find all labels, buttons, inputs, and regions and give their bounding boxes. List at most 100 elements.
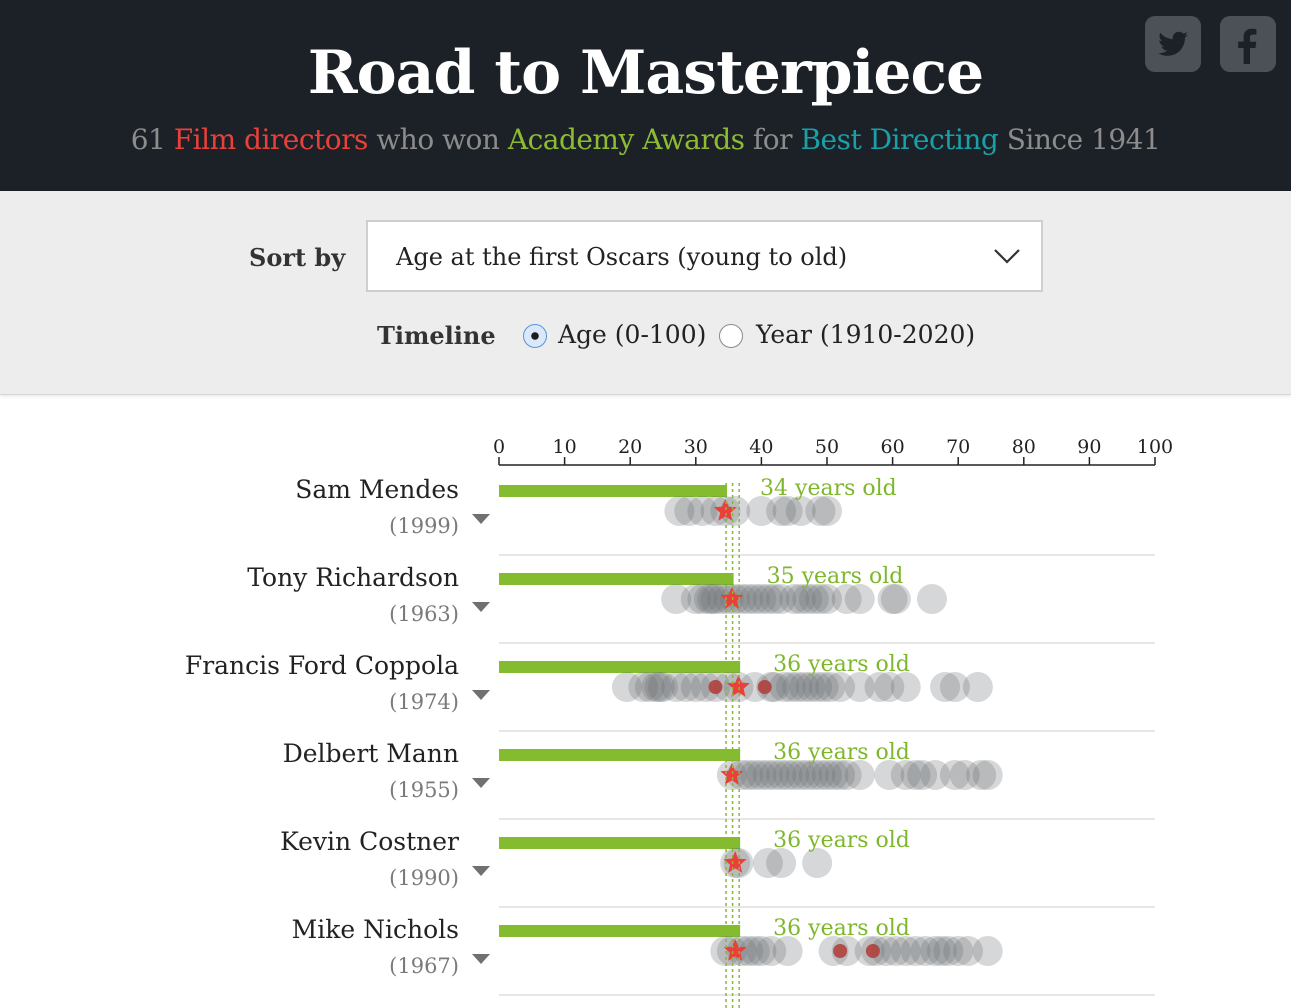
film-dot <box>785 496 816 526</box>
x-axis-tick-label: 50 <box>815 436 839 458</box>
x-axis-tick-label: 10 <box>553 436 577 458</box>
sort-select[interactable]: Age at the first Oscars (young to old) <box>366 220 1043 292</box>
director-year: (1990) <box>389 866 459 890</box>
film-dot <box>611 672 642 702</box>
film-dot <box>890 760 921 790</box>
film-dot <box>880 584 911 614</box>
film-dot <box>739 936 770 966</box>
timeline-age-label[interactable]: Age (0-100) <box>558 320 707 349</box>
subtitle-best-directing: Best Directing <box>800 123 999 156</box>
x-axis-tick-label: 20 <box>618 436 642 458</box>
timeline-age-radio[interactable] <box>523 324 547 348</box>
chevron-down-icon <box>994 249 1020 264</box>
director-name: Francis Ford Coppola <box>185 651 459 680</box>
award-dot <box>865 944 880 958</box>
film-dot <box>792 760 823 790</box>
x-axis-tick-label: 80 <box>1012 436 1036 458</box>
subtitle-for: for <box>752 123 793 156</box>
film-dot <box>648 672 678 702</box>
age-bar <box>499 661 741 673</box>
film-dot <box>739 584 770 614</box>
film-dot <box>920 936 951 966</box>
film-dot <box>972 936 1003 966</box>
film-dot <box>939 760 970 790</box>
film-dot <box>805 496 836 526</box>
oscar-star-icon <box>723 851 747 873</box>
twitter-share-button[interactable] <box>1145 16 1201 72</box>
film-dot <box>798 584 829 614</box>
expand-row-icon[interactable] <box>472 514 490 524</box>
film-dot <box>907 760 938 790</box>
x-axis-tick-label: 0 <box>493 436 505 458</box>
film-dot <box>687 584 718 614</box>
film-dot <box>831 760 862 790</box>
sort-label: Sort by <box>249 243 346 272</box>
film-dot <box>779 584 810 614</box>
film-dot <box>789 672 820 702</box>
film-dot <box>966 760 997 790</box>
film-dot <box>641 672 672 702</box>
film-dot <box>812 760 842 790</box>
film-dot <box>664 496 695 526</box>
page-title: Road to Masterpiece <box>307 38 984 108</box>
award-dot <box>833 944 848 958</box>
director-name: Tony Richardson <box>247 563 459 592</box>
film-dot <box>726 584 757 614</box>
expand-row-icon[interactable] <box>472 954 490 964</box>
film-dot <box>759 584 790 614</box>
film-dot <box>874 760 905 790</box>
film-dot <box>926 936 957 966</box>
film-dot <box>916 584 947 614</box>
film-dot <box>707 584 738 614</box>
expand-row-icon[interactable] <box>472 602 490 612</box>
film-dot <box>733 760 764 790</box>
film-dot <box>766 496 797 526</box>
controls-panel: Sort by Age at the first Oscars (young t… <box>0 191 1291 395</box>
film-dot <box>746 936 777 966</box>
award-dot <box>757 680 772 694</box>
director-year: (1974) <box>389 690 459 714</box>
film-dot <box>812 496 842 526</box>
age-label: 35 years old <box>767 564 904 589</box>
expand-row-icon[interactable] <box>472 690 490 700</box>
film-dot <box>759 760 790 790</box>
film-dot <box>900 760 931 790</box>
age-bar <box>499 925 741 937</box>
facebook-share-button[interactable] <box>1220 16 1276 72</box>
film-dot <box>752 584 783 614</box>
film-dot <box>759 672 790 702</box>
film-dot <box>943 936 974 966</box>
page-subtitle: 61 Film directors who won Academy Awards… <box>0 118 1291 162</box>
film-dot <box>700 496 731 526</box>
film-dot <box>779 760 810 790</box>
age-bar <box>499 837 741 849</box>
film-dot <box>844 672 875 702</box>
oscar-star-icon <box>727 675 750 697</box>
expand-row-icon[interactable] <box>472 778 490 788</box>
facebook-icon <box>1238 28 1257 64</box>
film-dot <box>785 760 816 790</box>
expand-row-icon[interactable] <box>472 866 490 876</box>
film-dot <box>766 584 797 614</box>
subtitle-count: 61 <box>130 123 166 156</box>
film-dot <box>798 760 829 790</box>
film-dot <box>900 936 931 966</box>
film-dot <box>772 760 803 790</box>
subtitle-film-directors: Film directors <box>173 123 369 156</box>
x-axis-tick-label: 100 <box>1137 436 1173 458</box>
film-dot <box>818 760 849 790</box>
film-dot <box>939 672 970 702</box>
film-dot <box>910 936 941 966</box>
film-dot <box>680 672 711 702</box>
film-dot <box>825 760 856 790</box>
film-dot <box>693 584 724 614</box>
director-year: (1955) <box>389 778 459 802</box>
director-year: (1967) <box>389 954 459 978</box>
film-dot <box>739 760 770 790</box>
film-dot <box>634 672 665 702</box>
twitter-icon <box>1158 31 1188 56</box>
timeline-year-radio[interactable] <box>719 324 743 348</box>
film-dot <box>930 672 961 702</box>
timeline-year-label[interactable]: Year (1910-2020) <box>756 320 976 349</box>
film-dot <box>933 936 964 966</box>
